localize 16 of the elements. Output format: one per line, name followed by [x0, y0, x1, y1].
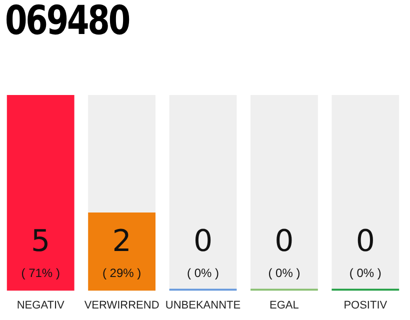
x-tick-label: UNBEKANNTE: [165, 299, 241, 312]
chart-title: 069480: [5, 0, 129, 44]
data-label: 0: [356, 224, 375, 259]
annotation: ( 29% ): [102, 266, 142, 280]
data-label: 0: [274, 224, 294, 259]
x-tick-label: POSITIV: [344, 299, 388, 312]
annotation: ( 0% ): [349, 266, 382, 280]
annotation: ( 71% ): [21, 266, 60, 280]
x-tick-label: EGAL: [270, 299, 299, 312]
x-tick-label: NEGATIV: [16, 299, 65, 312]
x-tick-label: VERWIRREND: [84, 299, 160, 312]
annotation: ( 0% ): [186, 266, 220, 280]
data-label: 0: [193, 224, 213, 259]
data-label: 5: [31, 224, 50, 259]
data-label: 2: [112, 224, 132, 259]
annotation: ( 0% ): [268, 266, 300, 280]
